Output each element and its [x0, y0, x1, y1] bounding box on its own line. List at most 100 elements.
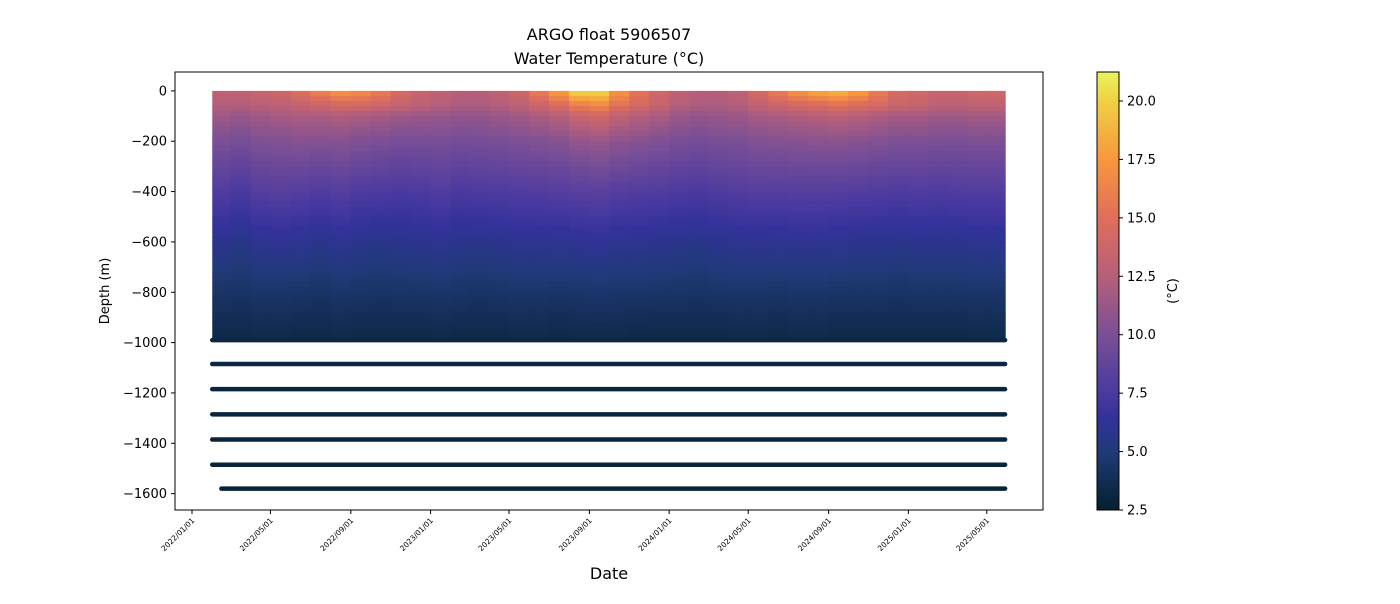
temperature-cell	[708, 105, 730, 112]
temperature-cell	[748, 166, 770, 173]
temperature-cell	[250, 146, 272, 152]
temperature-cell	[848, 211, 870, 218]
temperature-cell	[888, 272, 909, 278]
temperature-cell	[788, 332, 809, 339]
temperature-cell	[728, 236, 749, 243]
temperature-cell	[489, 317, 510, 324]
temperature-cell	[469, 126, 490, 132]
temperature-cell	[768, 241, 789, 248]
profile-column	[928, 90, 948, 339]
temperature-cell	[350, 251, 372, 258]
temperature-cell	[689, 231, 709, 238]
temperature-cell	[529, 111, 550, 117]
temperature-cell	[270, 161, 292, 167]
temperature-cell	[469, 176, 490, 183]
temperature-cell	[946, 322, 968, 329]
profile-column	[788, 90, 809, 339]
temperature-cell	[350, 171, 372, 178]
temperature-cell	[569, 332, 590, 339]
temperature-cell	[788, 141, 809, 147]
temperature-cell	[648, 116, 670, 122]
temperature-cell	[230, 292, 252, 298]
temperature-cell	[808, 95, 830, 102]
temperature-cell	[946, 136, 968, 142]
temperature-cell	[430, 297, 452, 303]
plot-frame	[174, 71, 1044, 511]
temperature-cell	[828, 176, 849, 183]
temperature-cell	[908, 292, 930, 298]
temperature-cell	[212, 246, 232, 253]
temperature-cell	[848, 322, 870, 329]
temperature-cell	[509, 221, 530, 228]
temperature-cell	[986, 206, 1006, 213]
temperature-cell	[509, 181, 530, 188]
temperature-cell	[808, 332, 830, 339]
temperature-cell	[212, 211, 232, 218]
temperature-cell	[669, 277, 690, 283]
temperature-cell	[589, 241, 610, 248]
temperature-cell	[768, 121, 789, 127]
temperature-cell	[212, 221, 232, 228]
temperature-cell	[589, 216, 610, 223]
temperature-cell	[748, 236, 770, 243]
temperature-cell	[648, 201, 670, 208]
temperature-cell	[589, 201, 610, 208]
temperature-cell	[689, 141, 709, 147]
temperature-cell	[708, 126, 730, 132]
temperature-cell	[748, 141, 770, 147]
temperature-cell	[908, 246, 930, 253]
temperature-cell	[489, 111, 510, 117]
temperature-cell	[569, 307, 590, 313]
temperature-cell	[310, 176, 332, 183]
temperature-cell	[629, 211, 650, 218]
temperature-cell	[808, 322, 830, 329]
temperature-cell	[270, 246, 292, 253]
temperature-cell	[509, 332, 530, 339]
temperature-cell	[430, 151, 452, 157]
temperature-cell	[509, 282, 530, 288]
temperature-cell	[868, 136, 889, 142]
temperature-cell	[270, 267, 292, 273]
temperature-cell	[310, 151, 332, 157]
temperature-cell	[370, 111, 392, 117]
temperature-cell	[270, 171, 292, 178]
temperature-cell	[986, 277, 1006, 283]
temperature-cell	[569, 105, 590, 112]
temperature-cell	[728, 191, 749, 198]
temperature-cell	[868, 267, 889, 273]
temperature-cell	[589, 322, 610, 329]
temperature-cell	[310, 231, 332, 238]
temperature-cell	[848, 267, 870, 273]
temperature-cell	[230, 327, 252, 334]
temperature-cell	[390, 211, 411, 218]
temperature-cell	[370, 312, 392, 319]
temperature-cell	[828, 186, 849, 193]
temperature-cell	[489, 156, 510, 162]
temperature-cell	[270, 186, 292, 193]
temperature-cell	[529, 231, 550, 238]
temperature-cell	[928, 241, 948, 248]
temperature-cell	[689, 136, 709, 142]
temperature-cell	[370, 201, 392, 208]
temperature-cell	[648, 287, 670, 293]
temperature-cell	[689, 251, 709, 258]
temperature-cell	[946, 90, 968, 97]
temperature-cell	[689, 216, 709, 223]
temperature-cell	[848, 171, 870, 178]
temperature-cell	[848, 116, 870, 122]
temperature-cell	[908, 231, 930, 238]
temperature-cell	[768, 287, 789, 293]
temperature-cell	[410, 201, 432, 208]
temperature-cell	[430, 146, 452, 152]
temperature-cell	[569, 126, 590, 132]
temperature-cell	[967, 317, 988, 324]
temperature-cell	[808, 236, 830, 243]
temperature-cell	[986, 302, 1006, 308]
temperature-cell	[629, 332, 650, 339]
temperature-cell	[230, 191, 252, 198]
temperature-cell	[828, 131, 849, 137]
temperature-cell	[390, 332, 411, 339]
temperature-cell	[509, 161, 530, 167]
temperature-cell	[529, 257, 550, 263]
temperature-cell	[290, 287, 311, 293]
